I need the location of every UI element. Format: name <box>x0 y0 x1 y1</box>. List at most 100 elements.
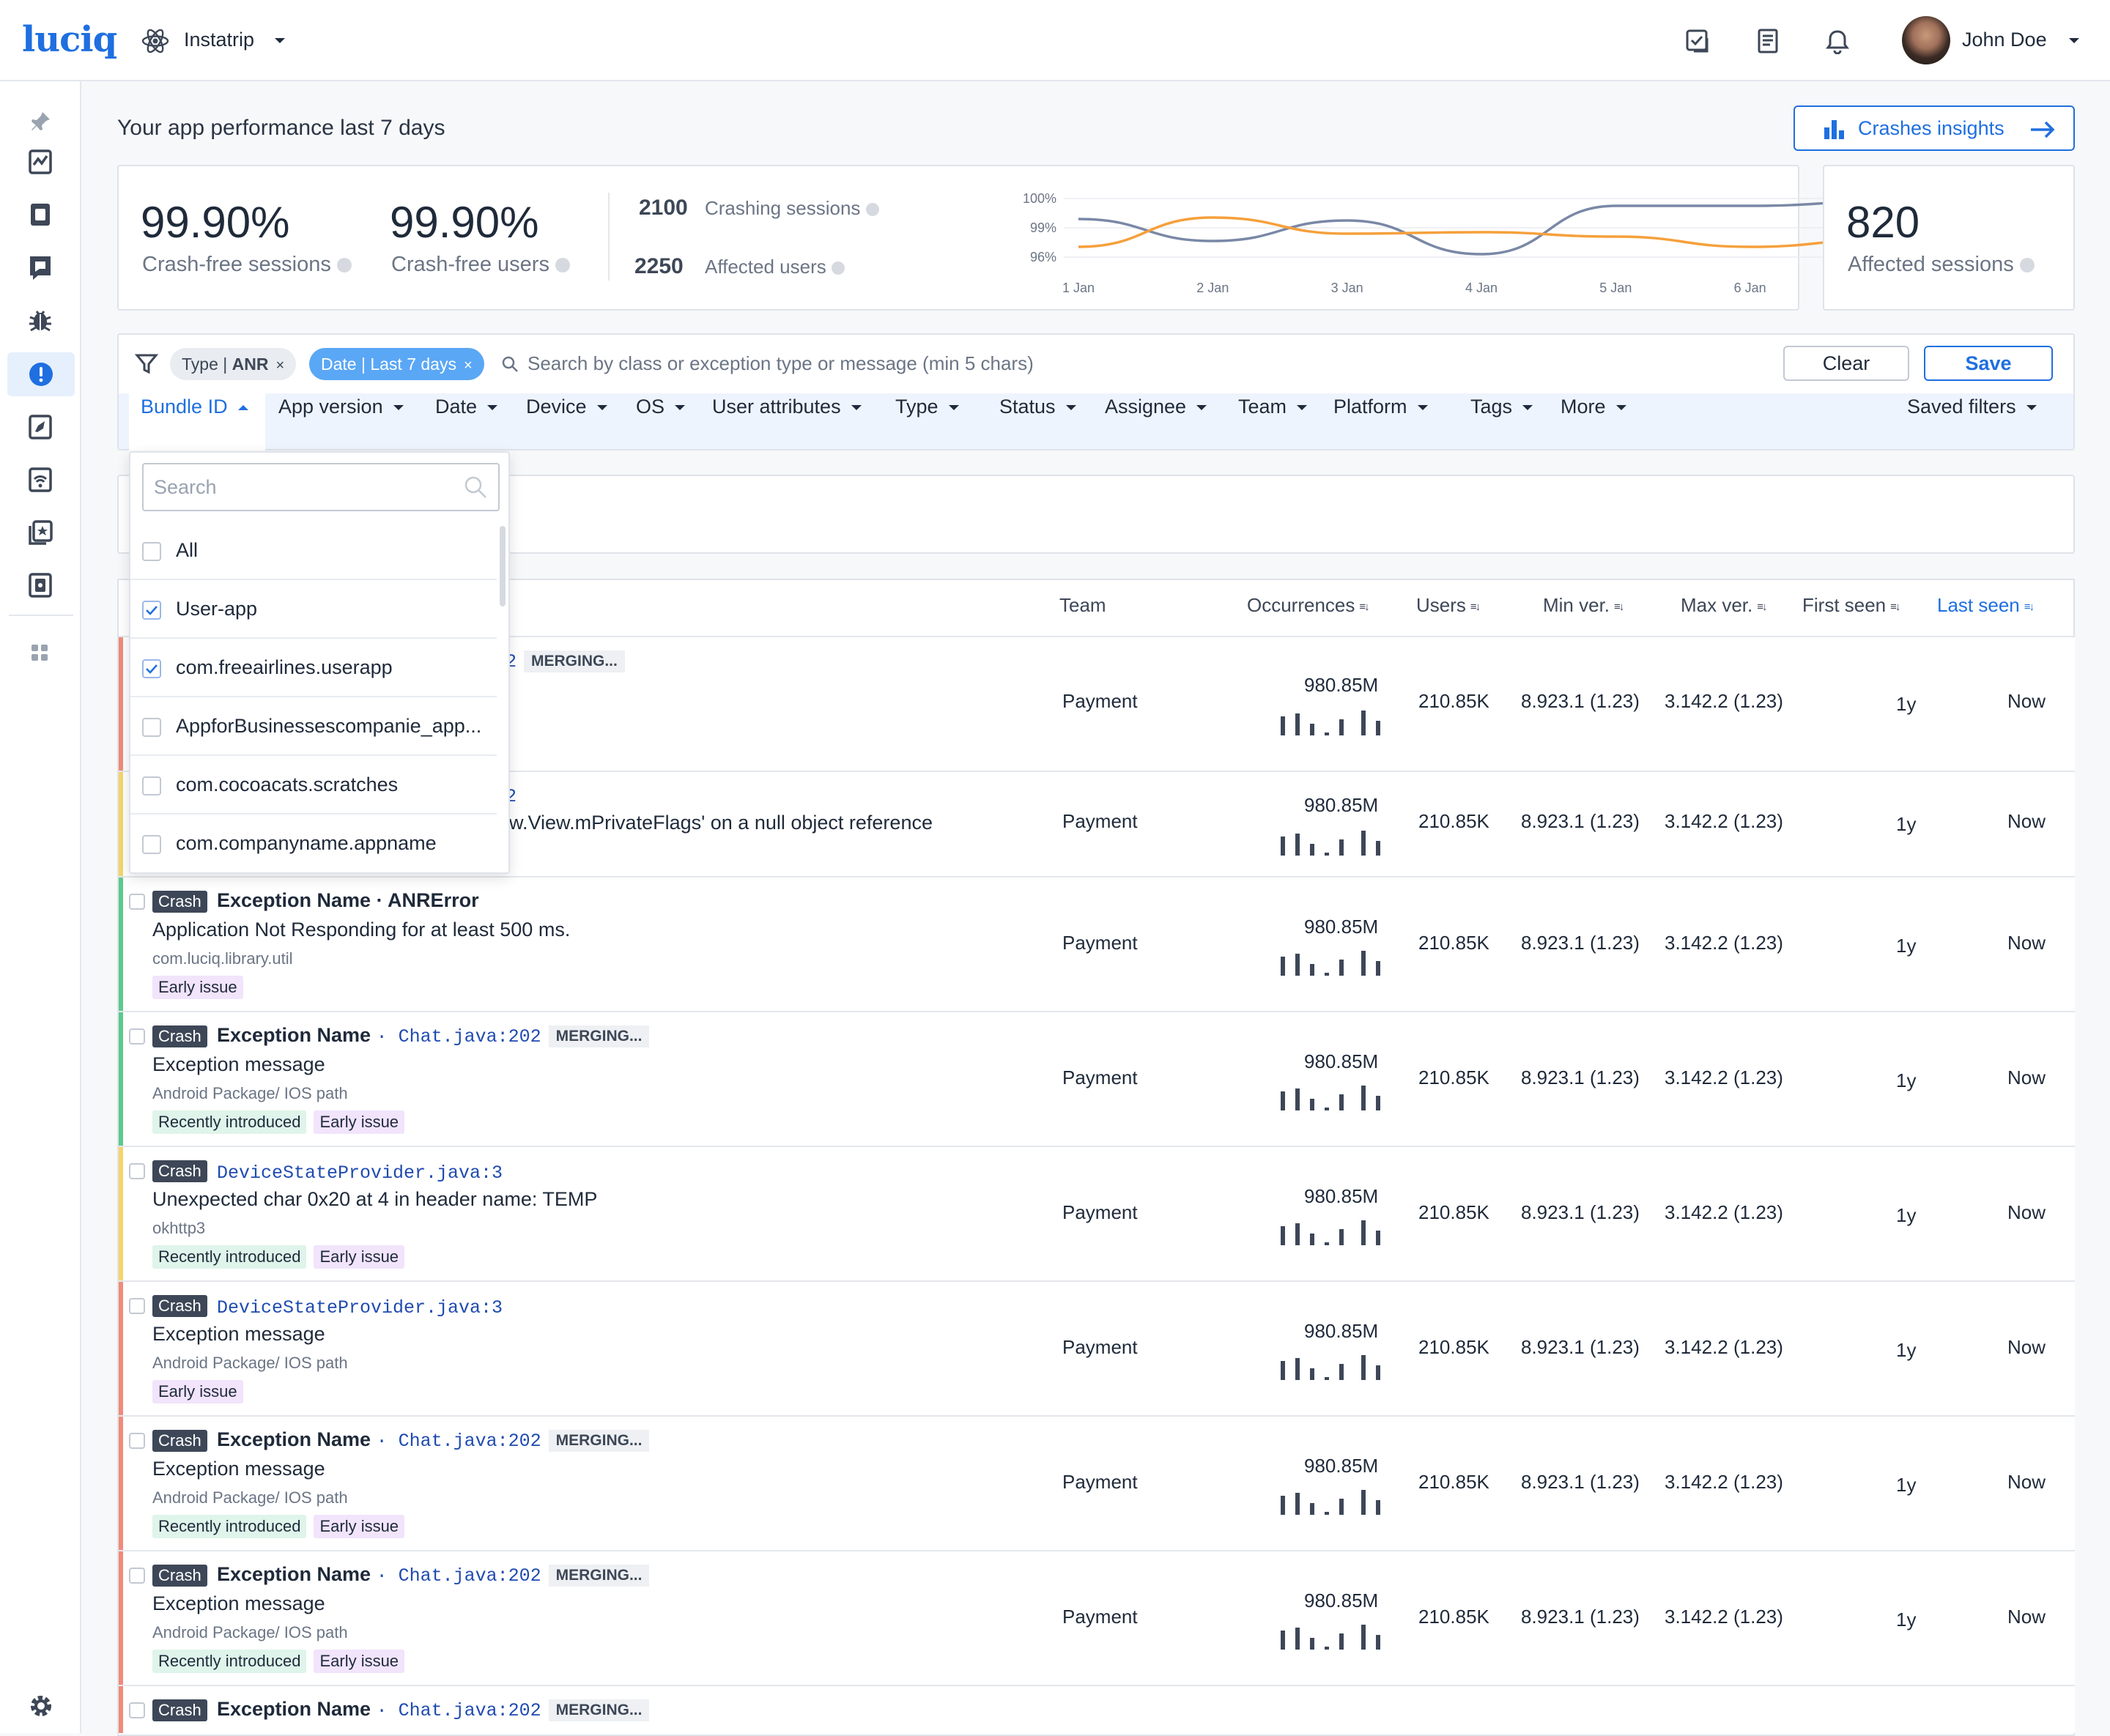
col-users[interactable]: Users ≡↓ <box>1416 594 1481 616</box>
col-last-seen[interactable]: Last seen ≡↓ <box>1937 594 2035 616</box>
row-checkbox[interactable] <box>129 1702 145 1718</box>
issue-title[interactable]: Exception Name · Chat.java:202 MERGING... <box>217 1698 650 1721</box>
apps-grid-icon[interactable] <box>28 641 51 664</box>
table-row[interactable]: Crash Exception Name · Chat.java:202 MERG… <box>119 1417 2075 1551</box>
filter-device[interactable]: Device <box>526 396 607 418</box>
row-checkbox[interactable] <box>129 1298 145 1314</box>
pin-icon[interactable] <box>28 109 53 134</box>
row-checkbox[interactable] <box>129 1028 145 1045</box>
app-selector[interactable]: Instatrip <box>184 29 286 51</box>
filter-tags[interactable]: Tags <box>1470 396 1533 418</box>
filter-os[interactable]: OS <box>636 396 686 418</box>
dropdown-option[interactable]: com.cocoacats.scratches <box>130 756 497 815</box>
issue-title[interactable]: Exception Name · Chat.java:202 MERGING... <box>217 1563 650 1587</box>
occurrence-sparkline <box>1281 951 1383 976</box>
occurrences-cell: 980.85M <box>1304 1590 1379 1611</box>
issue-title[interactable]: DeviceStateProvider.java:3 <box>217 1297 503 1318</box>
checkbox[interactable] <box>142 835 161 854</box>
luciq-logo[interactable]: luciq <box>22 19 117 60</box>
table-row[interactable]: Crash Exception Name · Chat.java:202 MERG… <box>119 1551 2075 1686</box>
chevron-down-icon <box>1297 405 1308 411</box>
filter-date[interactable]: Date <box>435 396 498 418</box>
table-row[interactable]: Crash DeviceStateProvider.java:3 Unexpec… <box>119 1147 2075 1282</box>
filter-type[interactable]: Type <box>895 396 959 418</box>
remove-icon[interactable]: × <box>463 357 473 374</box>
filter-status[interactable]: Status <box>999 396 1076 418</box>
settings-icon[interactable] <box>28 1693 54 1719</box>
document-icon[interactable] <box>1755 28 1780 54</box>
row-checkbox[interactable] <box>129 1163 145 1179</box>
issue-title[interactable]: Exception Name · Chat.java:202 MERGING... <box>217 1024 650 1047</box>
filter-assignee[interactable]: Assignee <box>1105 396 1207 418</box>
table-row[interactable]: Crash Exception Name · ANRError Applicat… <box>119 878 2075 1012</box>
filter-team[interactable]: Team <box>1238 396 1308 418</box>
affected-sessions-card: 820 Affected sessions <box>1823 165 2075 311</box>
filter-bundle-id[interactable]: Bundle ID <box>141 396 248 418</box>
dashboard-icon[interactable] <box>28 149 53 175</box>
dropdown-option[interactable]: All <box>130 522 497 580</box>
users-cell: 210.85K <box>1418 1201 1489 1223</box>
col-min-ver[interactable]: Min ver. ≡↓ <box>1543 594 1624 616</box>
col-first-seen[interactable]: First seen ≡↓ <box>1802 594 1900 616</box>
release-icon[interactable] <box>28 414 53 440</box>
dropdown-option[interactable]: User-app <box>130 580 497 639</box>
row-checkbox[interactable] <box>129 894 145 910</box>
checklist-icon[interactable] <box>1685 28 1711 54</box>
checkbox[interactable] <box>142 718 161 737</box>
saved-filters[interactable]: Saved filters <box>1907 396 2037 418</box>
bug-report-icon[interactable] <box>28 201 53 228</box>
checkbox-checked[interactable] <box>142 601 161 620</box>
info-icon[interactable] <box>831 261 845 275</box>
info-icon[interactable] <box>555 258 571 273</box>
filter-app-version[interactable]: App version <box>278 396 404 418</box>
table-row[interactable]: Crash DeviceStateProvider.java:3 Excepti… <box>119 1282 2075 1417</box>
filter-user-attributes[interactable]: User attributes <box>712 396 862 418</box>
bell-icon[interactable] <box>1824 28 1851 54</box>
chat-icon[interactable] <box>28 254 53 281</box>
table-row[interactable]: Crash Exception Name · Chat.java:202 MERG… <box>119 1686 2075 1733</box>
issue-title[interactable]: Exception Name · Chat.java:202 MERGING... <box>217 1428 650 1452</box>
network-icon[interactable] <box>28 467 53 493</box>
info-icon[interactable] <box>336 258 352 273</box>
col-occurrences[interactable]: Occurrences ≡↓ <box>1247 594 1370 616</box>
col-team[interactable]: Team <box>1059 594 1106 616</box>
filter-platform[interactable]: Platform <box>1333 396 1428 418</box>
checkbox[interactable] <box>142 776 161 795</box>
issue-package: com.luciq.library.util <box>152 949 293 968</box>
featured-icon[interactable] <box>28 519 53 546</box>
row-checkbox[interactable] <box>129 1568 145 1584</box>
row-checkbox[interactable] <box>129 1433 145 1449</box>
checkbox[interactable] <box>142 542 161 561</box>
app-icon[interactable] <box>28 572 53 598</box>
user-menu[interactable]: John Doe <box>1962 29 2079 51</box>
checkbox-checked[interactable] <box>142 659 161 678</box>
filter-more[interactable]: More <box>1561 396 1626 418</box>
dropdown-search-input[interactable]: Search <box>142 463 500 511</box>
table-row[interactable]: Crash Exception Name · Chat.java:202 MERG… <box>119 1012 2075 1147</box>
dropdown-option[interactable]: com.companyname.appname <box>130 815 497 873</box>
issue-package: Android Package/ IOS path <box>152 1623 348 1642</box>
issue-search-input[interactable]: Search by class or exception type or mes… <box>528 352 1034 374</box>
info-icon[interactable] <box>865 203 879 217</box>
date-filter-chip[interactable]: Date | Last 7 days × <box>309 348 484 380</box>
avatar[interactable] <box>1902 16 1950 64</box>
dropdown-option[interactable]: com.freeairlines.userapp <box>130 639 497 697</box>
info-icon[interactable] <box>2019 258 2035 273</box>
check-icon <box>146 606 158 615</box>
dropdown-scrollbar[interactable] <box>500 526 506 607</box>
crash-free-users-value: 99.90% <box>390 198 539 247</box>
save-button[interactable]: Save <box>1924 346 2053 381</box>
dropdown-option[interactable]: AppforBusinessescompanie_app... <box>130 697 497 756</box>
crashes-insights-button[interactable]: Crashes insights <box>1793 105 2075 151</box>
sidebar <box>0 81 81 1733</box>
issue-title[interactable]: Exception Name · ANRError <box>217 889 479 911</box>
users-cell: 210.85K <box>1418 1336 1489 1358</box>
clear-button[interactable]: Clear <box>1783 346 1909 381</box>
col-max-ver[interactable]: Max ver. ≡↓ <box>1681 594 1768 616</box>
bug-icon[interactable] <box>28 307 53 333</box>
filter-icon[interactable] <box>135 352 158 376</box>
last-seen-cell: Now <box>2007 1201 2046 1223</box>
issue-title[interactable]: DeviceStateProvider.java:3 <box>217 1162 503 1184</box>
type-filter-chip[interactable]: Type | ANR × <box>170 348 297 380</box>
remove-icon[interactable]: × <box>275 357 285 374</box>
